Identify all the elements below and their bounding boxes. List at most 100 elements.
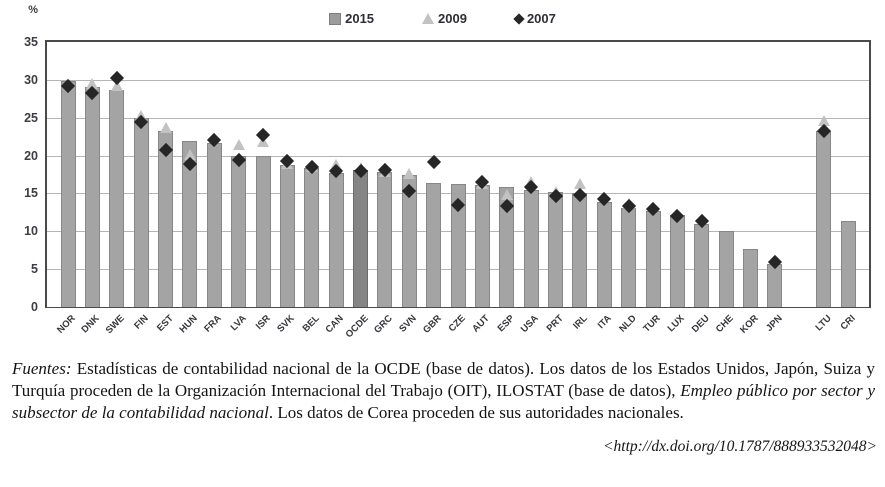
marker-2009-triangle-USA <box>525 175 538 187</box>
y-tick-35: 35 <box>24 35 38 49</box>
x-label-USA: USA <box>518 313 541 335</box>
gridline-30 <box>47 79 869 81</box>
bar-2015-NOR <box>60 80 76 307</box>
y-tick-0: 0 <box>31 300 38 314</box>
marker-2009-triangle-SWE <box>110 79 123 91</box>
source-note-text-2: . Los datos de Corea proceden de sus aut… <box>268 403 684 422</box>
x-label-GRC: GRC <box>371 313 395 336</box>
y-tick-30: 30 <box>24 72 38 87</box>
bar-2015-KOR <box>743 249 758 307</box>
bar-2015-DEU <box>694 224 710 307</box>
bar-2015-FIN <box>133 118 149 307</box>
x-label-AUT: AUT <box>470 313 493 335</box>
plot-area <box>45 40 871 308</box>
marker-2007-diamond-GBR <box>427 155 440 168</box>
marker-2009-triangle-LVA <box>232 138 245 150</box>
marker-2009-triangle-IRL <box>573 178 586 190</box>
doi-link: <http://dx.doi.org/10.1787/888933532048> <box>603 438 877 455</box>
bar-2015-BEL <box>304 167 320 307</box>
bar-2015-CHE <box>718 231 734 307</box>
x-label-SWE: SWE <box>103 313 127 337</box>
x-label-PRT: PRT <box>544 313 566 335</box>
x-label-TUR: TUR <box>641 313 663 335</box>
x-label-EST: EST <box>154 313 176 334</box>
source-note-text-1: Estadísticas de contabilidad nacional de… <box>12 359 875 400</box>
bar-2015-SVK <box>279 165 295 307</box>
chart-figure: % 2015 2009 2007 0 5 10 15 20 25 30 35 NOR DNK SWE F… <box>0 4 885 341</box>
marker-2009-triangle-SVN <box>403 168 416 180</box>
legend-item-2015: 2015 <box>329 11 374 26</box>
bar-2015-IRL <box>572 193 588 307</box>
x-label-OCDE: OCDE <box>343 313 371 341</box>
source-note-label: Fuentes: <box>12 359 72 378</box>
y-tick-25: 25 <box>24 110 38 125</box>
y-tick-10: 10 <box>24 224 38 239</box>
x-label-DEU: DEU <box>689 313 712 335</box>
diamond-icon <box>513 12 525 25</box>
bar-2015-SWE <box>109 89 125 307</box>
bar-2015-ESP <box>499 187 515 307</box>
x-label-FRA: FRA <box>202 313 225 335</box>
marker-2009-triangle-ESP <box>500 188 513 200</box>
x-label-IRL: IRL <box>571 313 590 332</box>
legend-label: 2007 <box>526 11 556 26</box>
legend-label: 2009 <box>438 11 467 26</box>
gridline-20 <box>47 155 869 157</box>
triangle-icon <box>422 13 435 24</box>
y-tick-15: 15 <box>24 186 38 201</box>
marker-2009-triangle-ISR <box>257 136 269 148</box>
bar-2015-LTU <box>816 131 832 307</box>
x-label-CZE: CZE <box>446 313 468 335</box>
x-label-BEL: BEL <box>300 313 322 335</box>
bar-2015-CRI <box>840 221 856 307</box>
marker-2009-triangle-EST <box>159 122 172 134</box>
x-label-LVA: LVA <box>228 313 249 334</box>
x-label-JPN: JPN <box>763 313 785 334</box>
x-label-KOR: KOR <box>737 313 761 336</box>
bar-2015-AUT <box>474 185 490 307</box>
bar-2015-ISR <box>255 155 271 307</box>
bar-2015-JPN <box>767 263 783 307</box>
legend-item-2007: 2007 <box>513 11 556 26</box>
bar-2015-GRC <box>377 172 393 307</box>
x-label-CRI: CRI <box>838 313 858 333</box>
bar-2015-CZE <box>450 183 466 307</box>
bar-2015-ITA <box>596 201 612 307</box>
x-label-FIN: FIN <box>132 313 151 332</box>
chart-legend: 2015 2009 2007 <box>0 11 885 26</box>
bar-2015-NLD <box>621 207 637 307</box>
x-label-DNK: DNK <box>79 313 103 336</box>
marker-2009-triangle-CAN <box>330 159 343 171</box>
y-tick-20: 20 <box>24 148 38 163</box>
x-label-LTU: LTU <box>813 313 834 334</box>
bar-2015-OCDE <box>353 169 368 307</box>
x-label-CHE: CHE <box>713 313 736 335</box>
x-label-ESP: ESP <box>495 313 517 335</box>
bar-2015-TUR <box>645 210 661 307</box>
bar-2015-EST <box>158 131 173 307</box>
x-label-ITA: ITA <box>595 313 615 332</box>
square-icon <box>329 12 342 25</box>
x-label-LUX: LUX <box>665 313 688 335</box>
legend-label: 2015 <box>345 11 375 26</box>
x-label-ISR: ISR <box>253 313 273 332</box>
bar-2015-GBR <box>426 182 442 307</box>
x-label-SVK: SVK <box>275 313 298 335</box>
y-axis-unit-label: % <box>28 4 38 16</box>
marker-2009-triangle-FIN <box>135 109 148 121</box>
marker-2009-triangle-HUN <box>183 149 196 161</box>
gridline-25 <box>47 117 869 119</box>
marker-2009-triangle-LTU <box>817 115 830 127</box>
marker-2009-triangle-DNK <box>86 78 99 90</box>
bar-2015-PRT <box>548 191 563 307</box>
x-label-SVN: SVN <box>397 313 420 335</box>
x-label-NLD: NLD <box>616 313 639 335</box>
bar-2015-LVA <box>231 155 247 307</box>
x-label-GBR: GBR <box>420 313 444 336</box>
source-note: Fuentes: Estadísticas de contabilidad na… <box>0 352 885 424</box>
bar-2015-DNK <box>84 86 100 307</box>
bar-2015-USA <box>523 190 539 307</box>
legend-item-2009: 2009 <box>422 11 467 26</box>
x-label-NOR: NOR <box>55 313 78 336</box>
bar-2015-LUX <box>669 214 685 307</box>
